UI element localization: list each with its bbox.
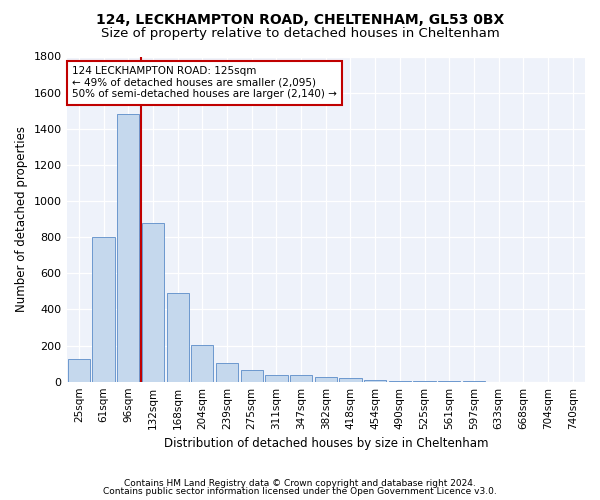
Text: Contains public sector information licensed under the Open Government Licence v3: Contains public sector information licen… — [103, 487, 497, 496]
Bar — [117, 114, 139, 382]
Bar — [265, 375, 287, 382]
Bar — [191, 344, 214, 382]
Bar — [389, 381, 411, 382]
Text: 124 LECKHAMPTON ROAD: 125sqm
← 49% of detached houses are smaller (2,095)
50% of: 124 LECKHAMPTON ROAD: 125sqm ← 49% of de… — [72, 66, 337, 100]
Text: 124, LECKHAMPTON ROAD, CHELTENHAM, GL53 0BX: 124, LECKHAMPTON ROAD, CHELTENHAM, GL53 … — [96, 12, 504, 26]
Bar — [290, 376, 312, 382]
Bar — [340, 378, 362, 382]
Text: Contains HM Land Registry data © Crown copyright and database right 2024.: Contains HM Land Registry data © Crown c… — [124, 478, 476, 488]
X-axis label: Distribution of detached houses by size in Cheltenham: Distribution of detached houses by size … — [164, 437, 488, 450]
Bar — [92, 237, 115, 382]
Bar — [216, 362, 238, 382]
Bar — [142, 222, 164, 382]
Text: Size of property relative to detached houses in Cheltenham: Size of property relative to detached ho… — [101, 28, 499, 40]
Bar — [364, 380, 386, 382]
Bar — [167, 293, 189, 382]
Y-axis label: Number of detached properties: Number of detached properties — [15, 126, 28, 312]
Bar — [68, 359, 90, 382]
Bar — [314, 376, 337, 382]
Bar — [241, 370, 263, 382]
